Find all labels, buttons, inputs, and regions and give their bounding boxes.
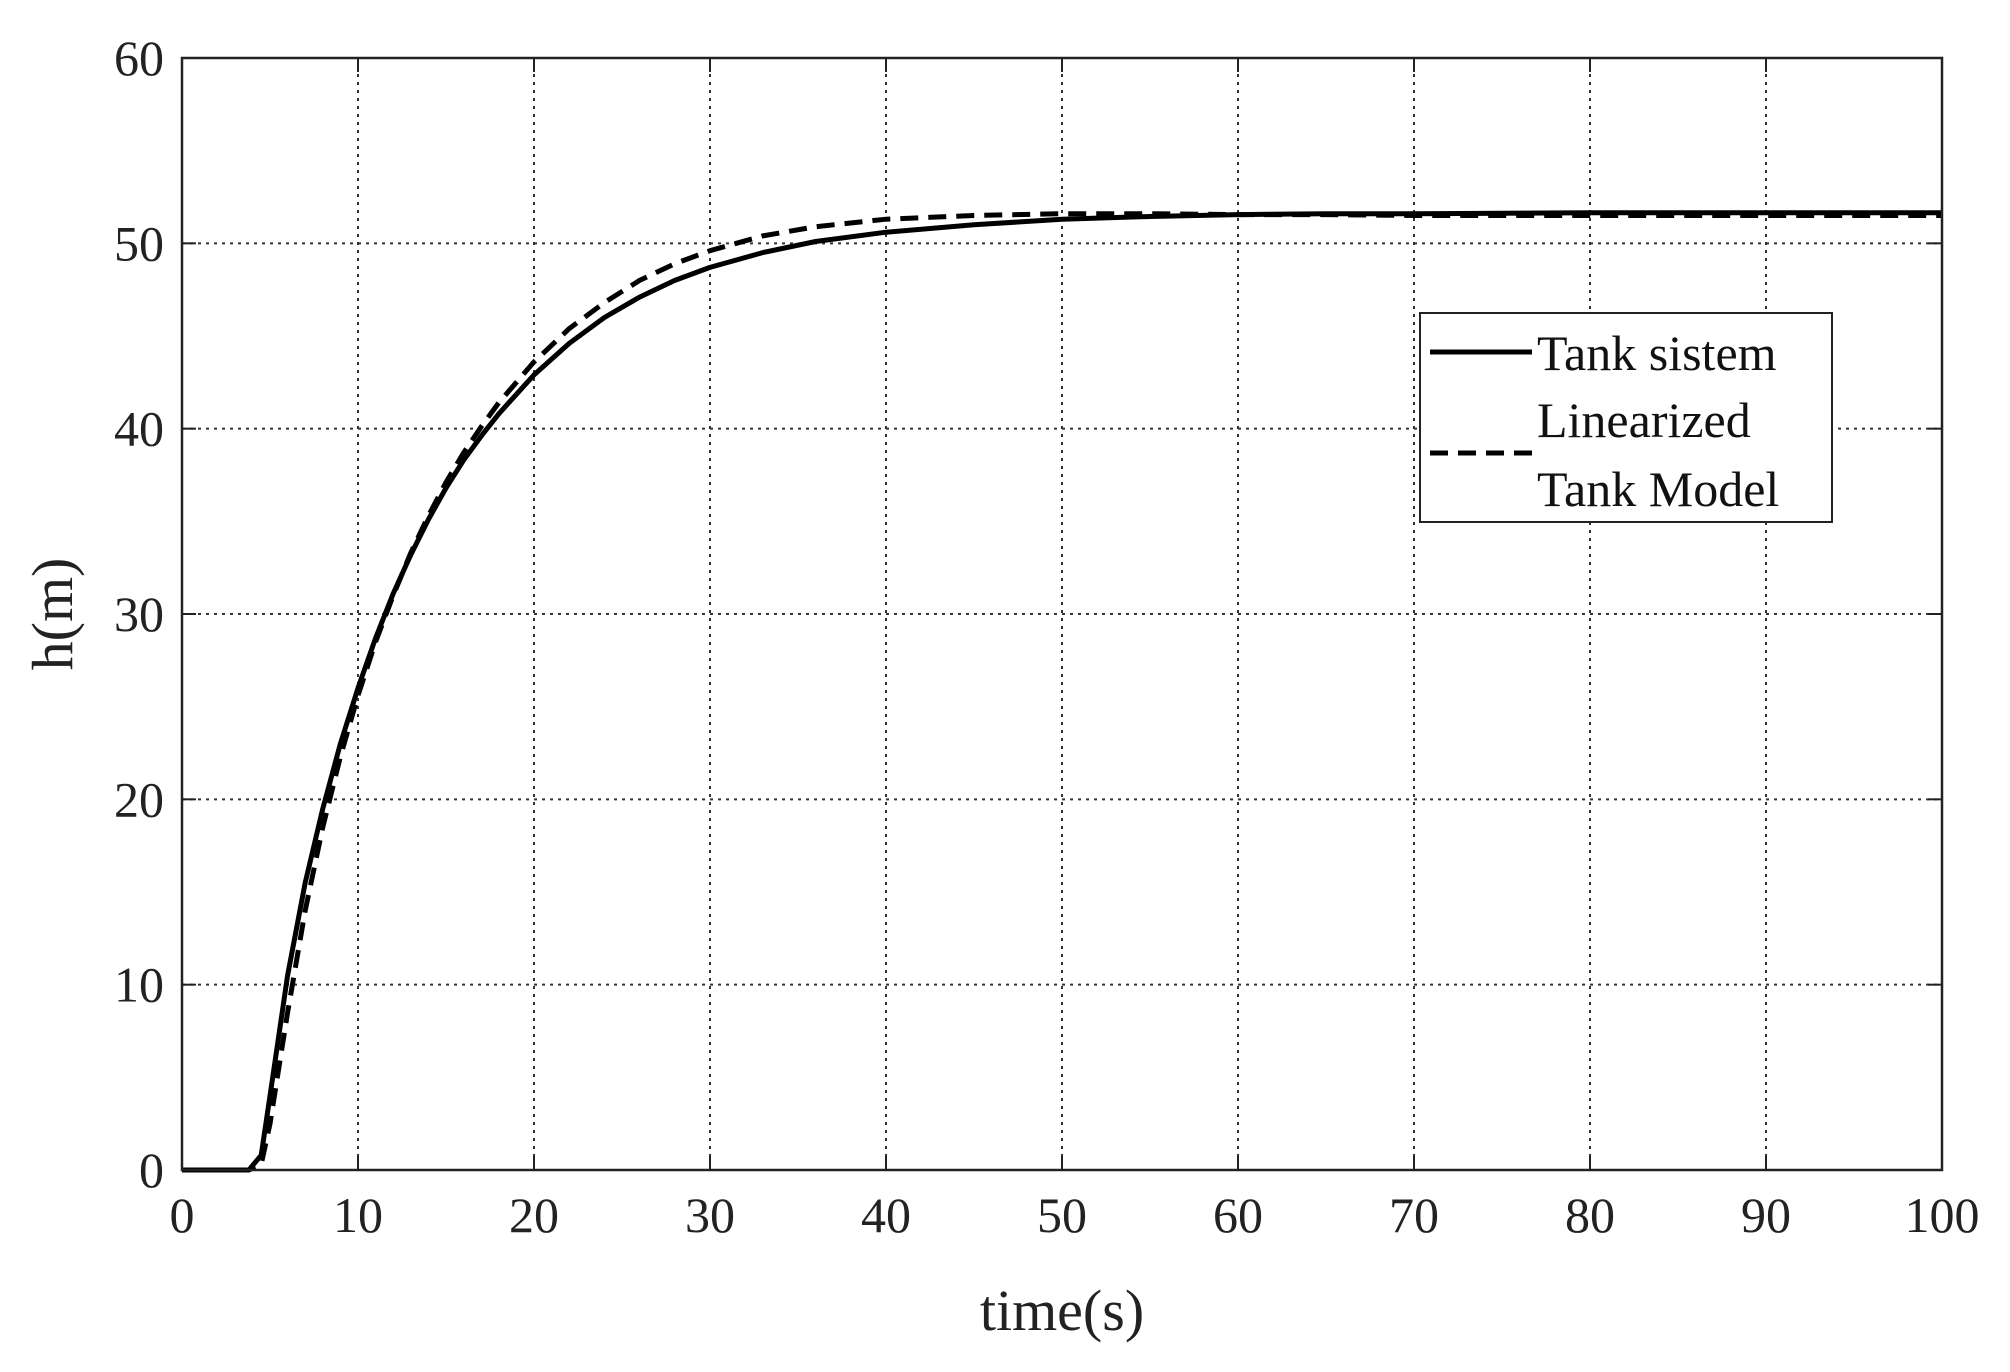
y-axis-tick-labels: 0 10 20 30 40 50 60 xyxy=(114,30,164,1198)
legend-label-linearized-line-2: Tank Model xyxy=(1537,461,1779,517)
x-tick-label: 80 xyxy=(1565,1187,1615,1243)
legend-label-linearized-line-1: Linearized xyxy=(1537,392,1751,448)
y-tick-label: 30 xyxy=(114,586,164,642)
data-series xyxy=(182,210,1942,1173)
y-tick-label: 10 xyxy=(114,957,164,1013)
y-tick-label: 40 xyxy=(114,401,164,457)
x-tick-label: 40 xyxy=(861,1187,911,1243)
y-tick-label: 60 xyxy=(114,30,164,86)
legend: Tank sistem Linearized Tank Model xyxy=(1419,312,1833,523)
x-tick-label: 30 xyxy=(685,1187,735,1243)
x-tick-label: 100 xyxy=(1905,1187,1980,1243)
x-tick-label: 60 xyxy=(1213,1187,1263,1243)
x-tick-label: 90 xyxy=(1741,1187,1791,1243)
y-tick-label: 0 xyxy=(139,1142,164,1198)
x-axis-tick-labels: 0 10 20 30 40 50 60 70 80 90 100 xyxy=(170,1187,1980,1243)
legend-label-tank-sistem: Tank sistem xyxy=(1537,325,1777,381)
x-tick-label: 50 xyxy=(1037,1187,1087,1243)
x-tick-label: 20 xyxy=(509,1187,559,1243)
x-tick-label: 70 xyxy=(1389,1187,1439,1243)
y-axis-title: h(m) xyxy=(20,558,85,671)
legend-box xyxy=(1419,312,1833,523)
x-tick-label: 0 xyxy=(170,1187,195,1243)
series-line-linearized-tank-model xyxy=(182,211,1942,1173)
x-axis-title: time(s) xyxy=(980,1278,1144,1343)
x-tick-label: 10 xyxy=(333,1187,383,1243)
axis-ticks xyxy=(181,57,1943,1171)
y-tick-label: 50 xyxy=(114,215,164,271)
y-tick-label: 20 xyxy=(114,771,164,827)
